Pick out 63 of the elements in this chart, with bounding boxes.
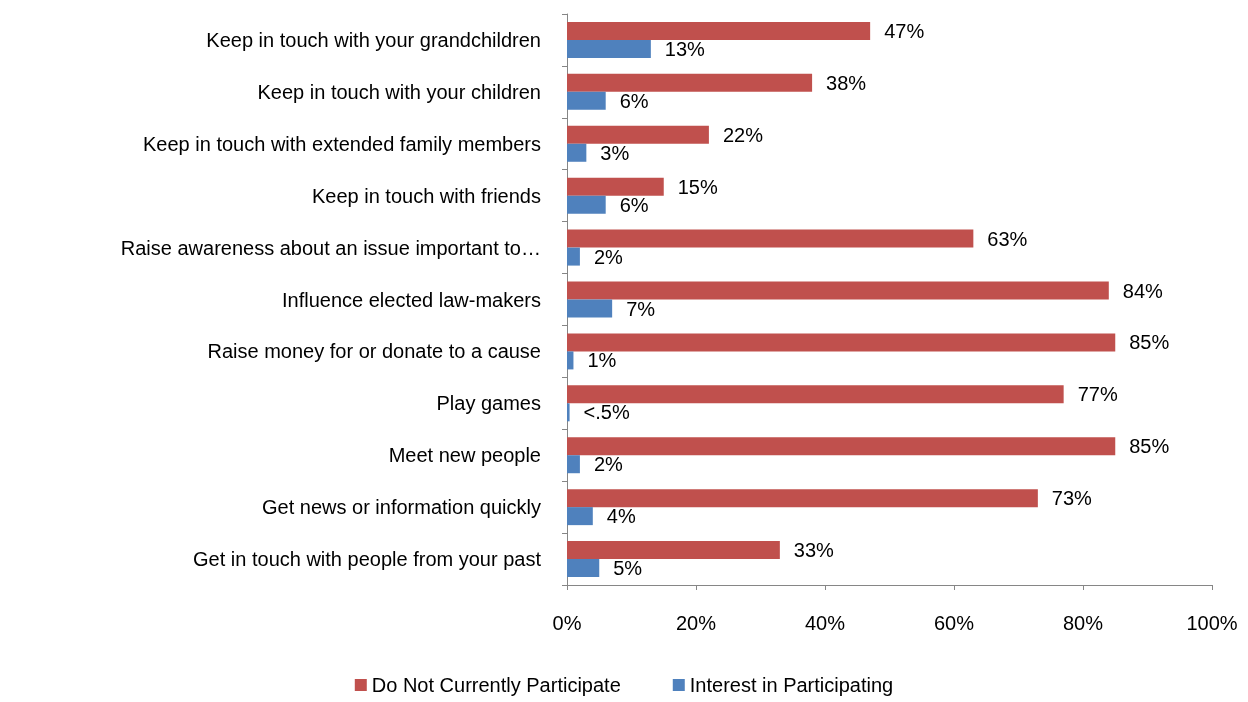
y-tick-label: Raise awareness about an issue important to… [120, 236, 541, 259]
data-label: 77% [1077, 383, 1118, 406]
y-tick-label: Meet new people [388, 444, 541, 467]
data-label: 13% [664, 37, 706, 60]
bar [567, 541, 780, 560]
data-label: 73% [1051, 487, 1093, 510]
x-tick-label: 100% [1186, 612, 1238, 634]
y-tick-label: Play games [436, 392, 541, 415]
y-tick-label: Keep in touch with friends [311, 184, 541, 207]
data-label: 47% [884, 19, 925, 42]
bar [567, 351, 574, 370]
data-label: 6% [619, 89, 649, 112]
bar [567, 299, 613, 318]
x-tick-label: 80% [1062, 612, 1104, 634]
bar [567, 73, 813, 92]
y-tick-label: Get news or information quickly [261, 496, 541, 519]
bar [567, 91, 606, 110]
bar [567, 333, 1116, 352]
data-label: 15% [677, 175, 718, 198]
legend-label: Interest in Participating [689, 674, 894, 696]
data-label: 4% [606, 505, 636, 528]
bar [567, 507, 593, 526]
data-label: 63% [987, 227, 1028, 250]
data-label: 2% [593, 245, 624, 268]
y-tick-label: Keep in touch with your children [257, 80, 541, 103]
data-label: 85% [1129, 435, 1170, 458]
y-tick-label: Keep in touch with extended family members [143, 132, 541, 155]
bar [567, 39, 651, 58]
bar [567, 559, 600, 578]
bar [567, 195, 606, 214]
bar [567, 437, 1116, 456]
data-label: 6% [619, 193, 649, 216]
x-tick-label: 40% [804, 612, 846, 634]
bar [567, 455, 580, 474]
bar [567, 229, 974, 248]
bar [567, 21, 871, 40]
bar [567, 177, 664, 196]
data-label: 1% [587, 349, 617, 372]
data-label: 33% [793, 539, 835, 562]
data-label: <.5% [583, 401, 630, 424]
bar [567, 385, 1064, 404]
x-tick-label: 0% [552, 612, 582, 634]
x-tick-label: 60% [933, 612, 975, 634]
x-tick-label: 20% [675, 612, 717, 634]
y-tick-label: Influence elected law-makers [281, 288, 541, 311]
bar [567, 125, 709, 144]
y-tick-label: Raise money for or donate to a cause [207, 340, 541, 363]
bar [567, 281, 1109, 300]
legend-label: Do Not Currently Participate [371, 674, 621, 696]
data-label: 22% [722, 123, 764, 146]
data-label: 84% [1122, 279, 1164, 302]
data-label: 2% [593, 453, 624, 476]
y-tick-label: Keep in touch with your grandchildren [206, 28, 541, 51]
bar [567, 247, 580, 266]
data-label: 3% [600, 141, 630, 164]
data-label: 5% [613, 557, 643, 580]
bar [567, 143, 587, 162]
data-label: 7% [626, 297, 656, 320]
y-tick-label: Get in touch with people from your past [193, 548, 542, 571]
bar [567, 489, 1038, 508]
data-label: 38% [826, 71, 867, 94]
data-label: 85% [1129, 331, 1170, 354]
bar [567, 403, 570, 422]
